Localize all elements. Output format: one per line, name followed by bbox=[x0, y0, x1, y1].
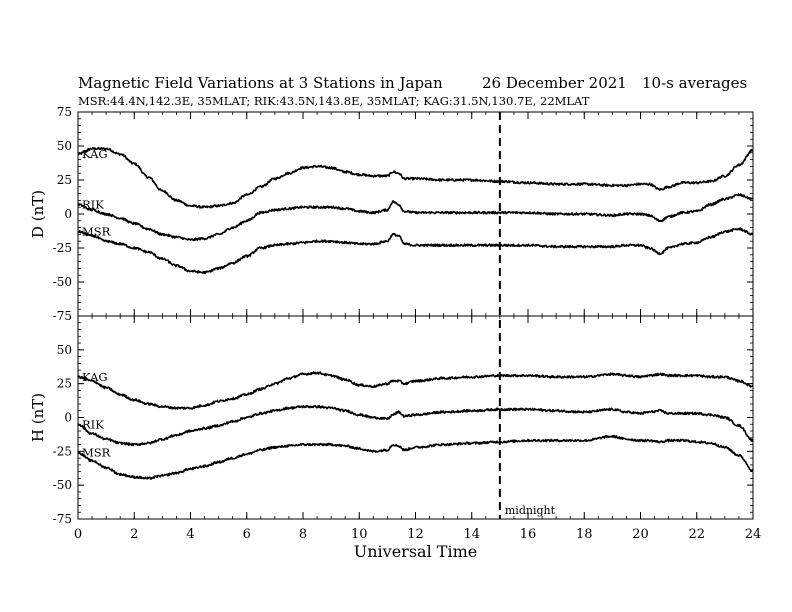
series-line-msr bbox=[77, 227, 754, 275]
y-tick-label: 0 bbox=[64, 411, 72, 425]
y-axis-label: H (nT) bbox=[29, 393, 47, 442]
y-tick-label: 50 bbox=[57, 343, 72, 357]
y-tick-label: 75 bbox=[57, 105, 72, 119]
series-line-rik bbox=[77, 404, 754, 447]
y-tick-label: -75 bbox=[53, 309, 72, 323]
x-tick-label: 14 bbox=[463, 527, 480, 542]
series-label-kag: KAG bbox=[82, 370, 108, 384]
x-tick-label: 16 bbox=[520, 527, 537, 542]
x-tick-label: 0 bbox=[74, 527, 82, 542]
series-label-rik: RIK bbox=[82, 197, 104, 211]
y-tick-label: -25 bbox=[53, 444, 72, 458]
x-tick-label: 12 bbox=[407, 527, 424, 542]
y-tick-label: 25 bbox=[57, 377, 72, 391]
x-tick-label: 18 bbox=[576, 527, 593, 542]
x-tick-label: 22 bbox=[688, 527, 705, 542]
y-tick-label: -50 bbox=[53, 275, 72, 289]
x-axis-label: Universal Time bbox=[354, 542, 477, 561]
x-tick-label: 20 bbox=[632, 527, 649, 542]
y-tick-label: 0 bbox=[64, 207, 72, 221]
panel-frame-1 bbox=[77, 111, 754, 317]
series-line-kag bbox=[77, 146, 754, 209]
chart-date: 26 December 2021 bbox=[482, 74, 627, 92]
series-line-kag bbox=[77, 371, 754, 410]
series-line-rik bbox=[77, 193, 754, 242]
y-tick-label: 25 bbox=[57, 173, 72, 187]
x-tick-label: 4 bbox=[186, 527, 194, 542]
series-line-msr bbox=[77, 434, 754, 480]
chart-averaging: 10-s averages bbox=[642, 74, 748, 92]
panel-frame-2 bbox=[77, 315, 754, 520]
y-axis-label: D (nT) bbox=[29, 190, 47, 238]
chart-title: Magnetic Field Variations at 3 Stations … bbox=[78, 74, 443, 92]
x-tick-label: 2 bbox=[130, 527, 138, 542]
x-tick-label: 24 bbox=[745, 527, 762, 542]
x-tick-label: 10 bbox=[351, 527, 368, 542]
series-label-rik: RIK bbox=[82, 417, 104, 431]
x-tick-label: 6 bbox=[243, 527, 251, 542]
series-label-msr: MSR bbox=[82, 225, 111, 239]
station-coordinates: MSR:44.4N,142.3E, 35MLAT; RIK:43.5N,143.… bbox=[78, 94, 590, 108]
series-label-kag: KAG bbox=[82, 147, 108, 161]
y-tick-label: -75 bbox=[53, 512, 72, 526]
x-tick-label: 8 bbox=[299, 527, 307, 542]
series-label-msr: MSR bbox=[82, 446, 111, 460]
y-tick-label: 50 bbox=[57, 139, 72, 153]
y-tick-label: -50 bbox=[53, 478, 72, 492]
midnight-label: midnight bbox=[505, 504, 556, 517]
y-tick-label: -25 bbox=[53, 241, 72, 255]
